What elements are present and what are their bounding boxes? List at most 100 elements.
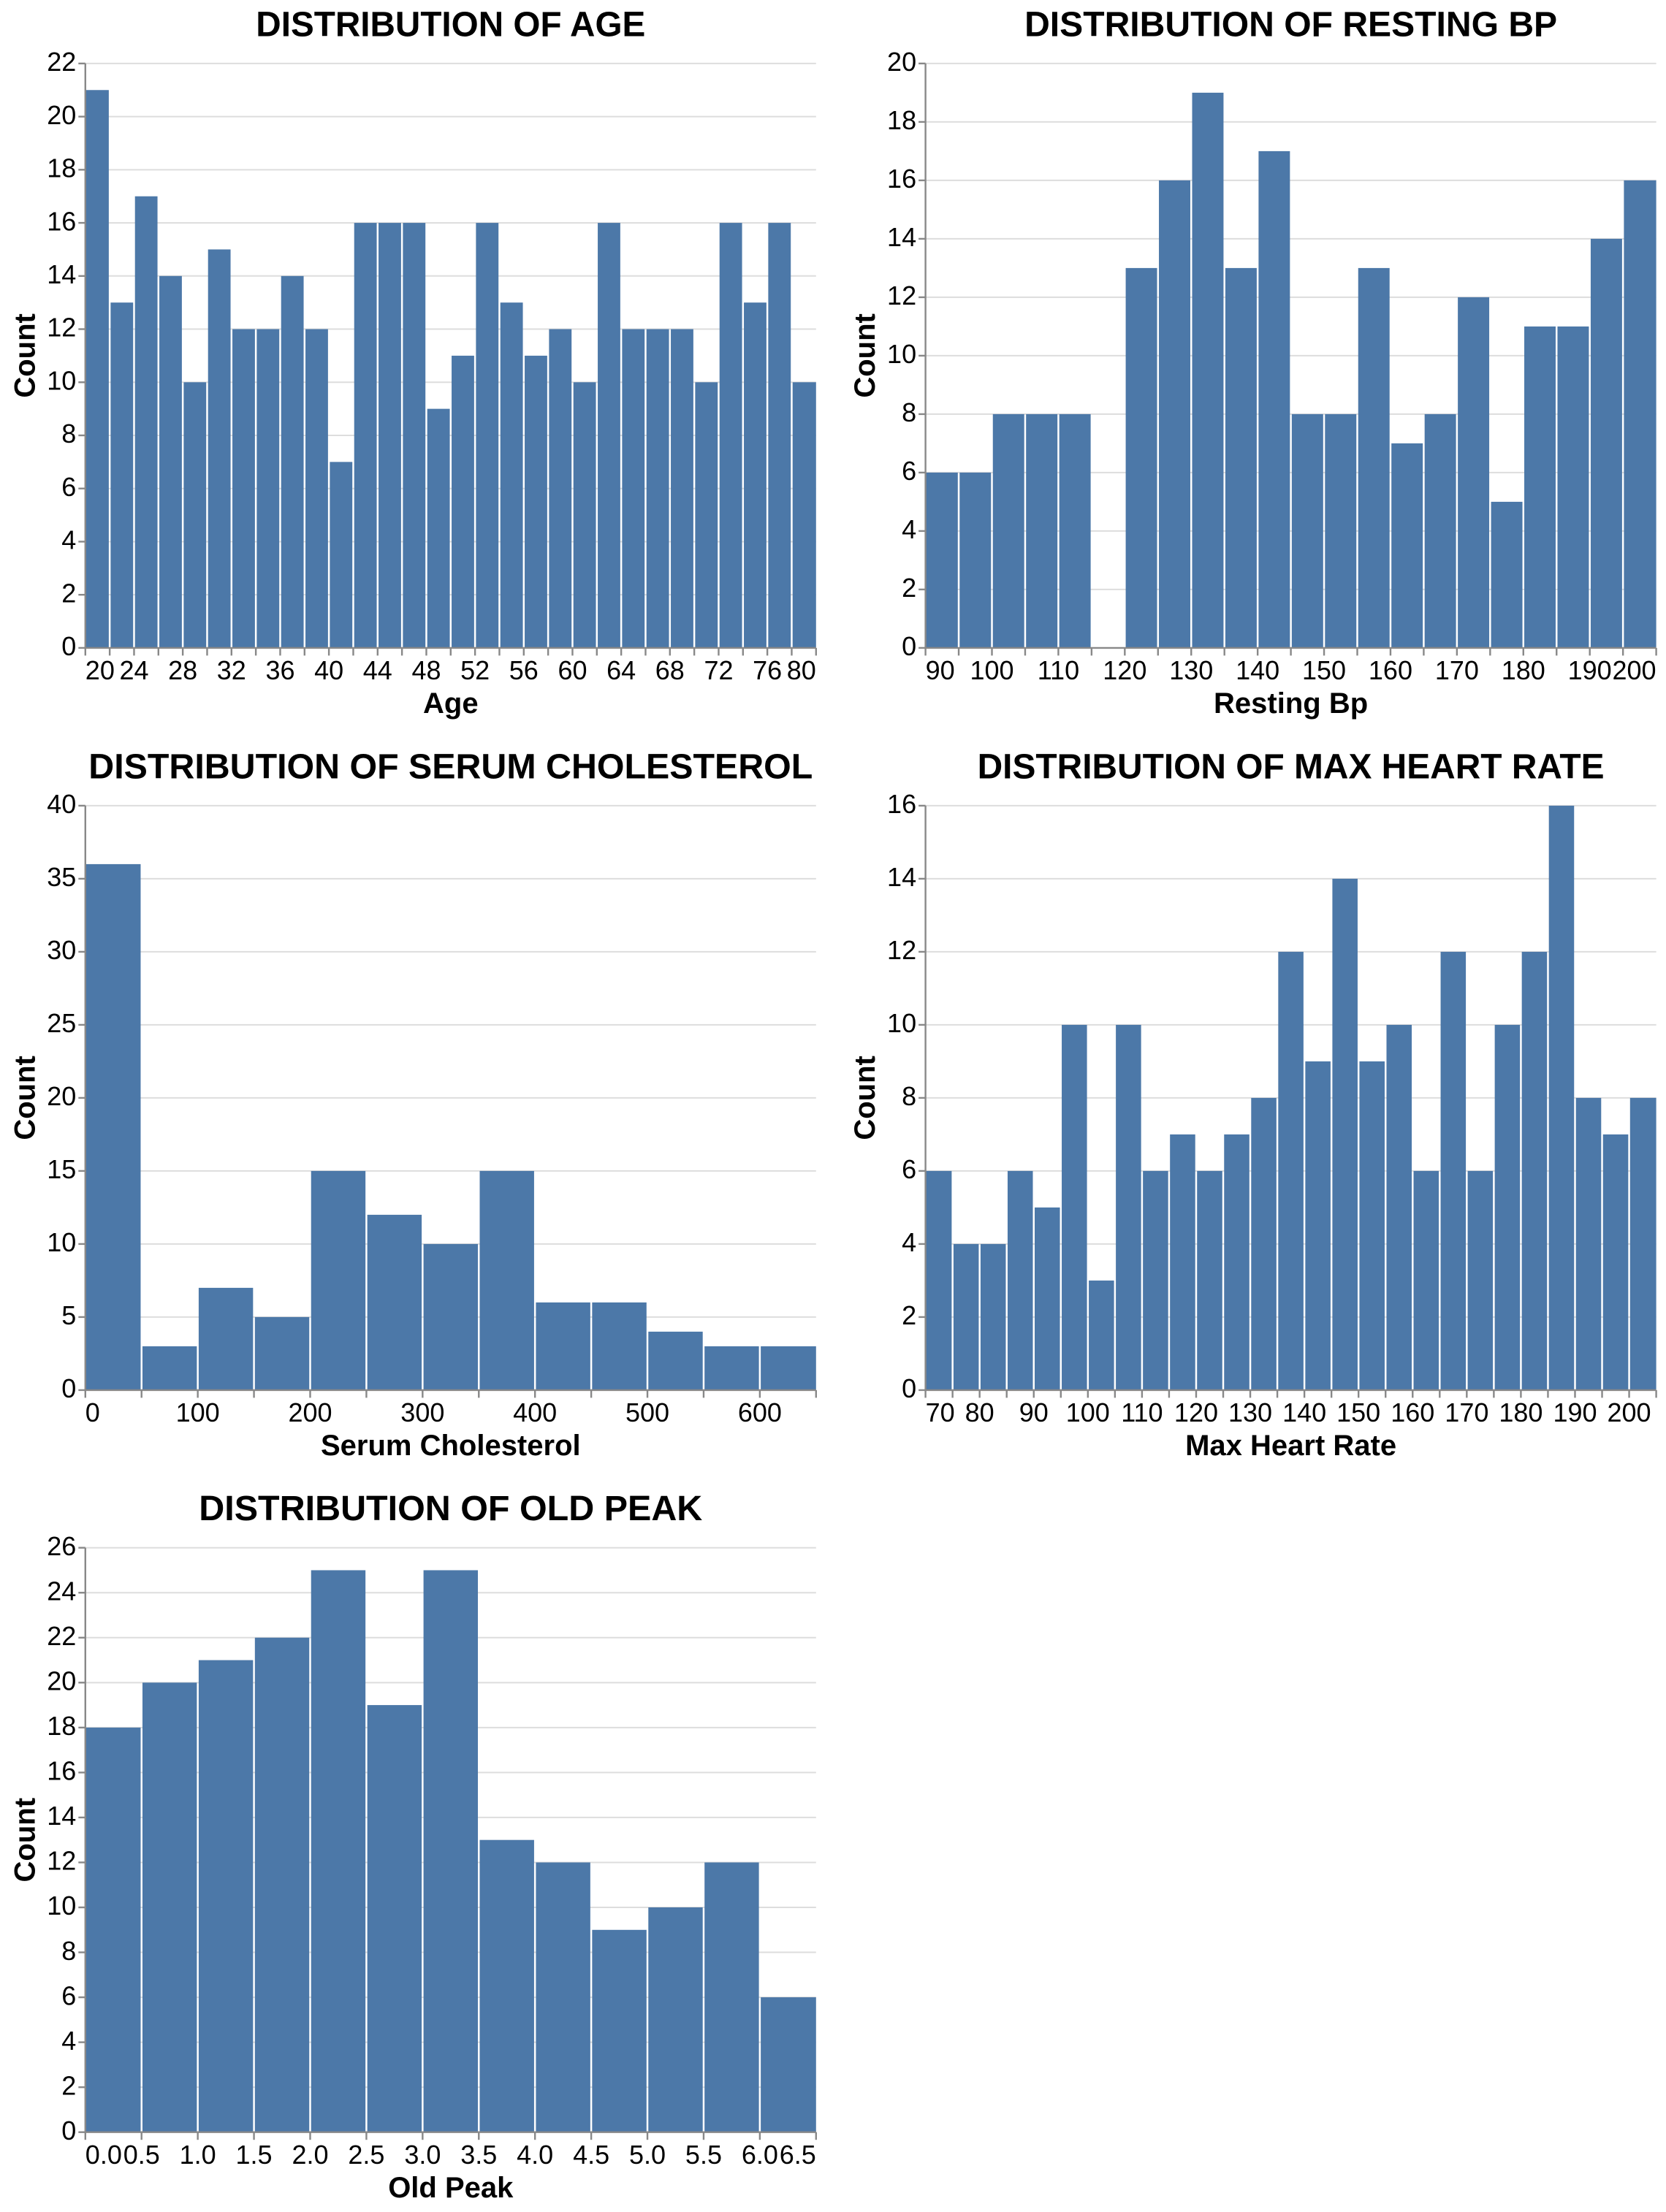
svg-text:3.5: 3.5 xyxy=(460,2140,497,2170)
svg-text:DISTRIBUTION OF RESTING BP: DISTRIBUTION OF RESTING BP xyxy=(1024,5,1557,44)
svg-text:20: 20 xyxy=(47,1666,76,1696)
svg-text:16: 16 xyxy=(47,1756,76,1786)
svg-text:5: 5 xyxy=(61,1300,76,1330)
svg-text:72: 72 xyxy=(704,655,733,685)
svg-text:10: 10 xyxy=(47,1891,76,1921)
svg-text:DISTRIBUTION OF AGE: DISTRIBUTION OF AGE xyxy=(256,5,645,44)
svg-text:8: 8 xyxy=(61,1936,76,1966)
svg-text:60: 60 xyxy=(558,655,587,685)
svg-text:130: 130 xyxy=(1169,655,1213,685)
svg-text:200: 200 xyxy=(288,1397,332,1427)
svg-text:0: 0 xyxy=(61,631,76,661)
svg-text:150: 150 xyxy=(1302,655,1346,685)
svg-text:4: 4 xyxy=(61,525,76,555)
svg-text:8: 8 xyxy=(902,1081,916,1111)
svg-text:500: 500 xyxy=(625,1397,669,1427)
svg-text:28: 28 xyxy=(168,655,197,685)
svg-text:8: 8 xyxy=(902,397,916,427)
svg-text:0.5: 0.5 xyxy=(123,2140,160,2170)
svg-text:20: 20 xyxy=(47,1081,76,1111)
svg-text:30: 30 xyxy=(47,935,76,965)
svg-text:2: 2 xyxy=(61,578,76,608)
svg-text:190: 190 xyxy=(1568,655,1612,685)
svg-text:Old Peak: Old Peak xyxy=(388,2172,514,2204)
svg-text:48: 48 xyxy=(411,655,441,685)
svg-text:400: 400 xyxy=(513,1397,557,1427)
svg-text:76: 76 xyxy=(753,655,782,685)
svg-text:80: 80 xyxy=(787,655,816,685)
svg-text:0: 0 xyxy=(902,1373,916,1403)
svg-text:6: 6 xyxy=(61,472,76,502)
svg-text:0: 0 xyxy=(902,631,916,661)
svg-text:68: 68 xyxy=(655,655,685,685)
svg-text:14: 14 xyxy=(47,1801,76,1831)
svg-text:80: 80 xyxy=(965,1397,994,1427)
svg-text:8: 8 xyxy=(61,419,76,449)
svg-text:5.0: 5.0 xyxy=(629,2140,666,2170)
svg-text:6: 6 xyxy=(902,1154,916,1184)
svg-text:600: 600 xyxy=(738,1397,782,1427)
svg-text:18: 18 xyxy=(47,1711,76,1741)
svg-text:4: 4 xyxy=(61,2026,76,2056)
svg-text:64: 64 xyxy=(606,655,636,685)
svg-text:0: 0 xyxy=(61,1373,76,1403)
svg-text:6: 6 xyxy=(902,456,916,486)
svg-text:DISTRIBUTION OF MAX HEART RATE: DISTRIBUTION OF MAX HEART RATE xyxy=(978,747,1605,786)
svg-text:32: 32 xyxy=(217,655,246,685)
svg-text:0: 0 xyxy=(61,2116,76,2146)
svg-text:26: 26 xyxy=(47,1531,76,1561)
svg-text:5.5: 5.5 xyxy=(685,2140,722,2170)
svg-text:Serum Cholesterol: Serum Cholesterol xyxy=(321,1430,581,1462)
svg-text:180: 180 xyxy=(1502,655,1545,685)
svg-text:0.0: 0.0 xyxy=(85,2140,122,2170)
svg-text:25: 25 xyxy=(47,1008,76,1038)
svg-text:2.5: 2.5 xyxy=(348,2140,384,2170)
svg-text:DISTRIBUTION OF SERUM CHOLESTE: DISTRIBUTION OF SERUM CHOLESTEROL xyxy=(88,747,813,786)
svg-text:Count: Count xyxy=(9,313,41,398)
svg-text:180: 180 xyxy=(1499,1397,1543,1427)
svg-text:16: 16 xyxy=(47,206,76,236)
svg-text:170: 170 xyxy=(1435,655,1479,685)
svg-text:14: 14 xyxy=(887,222,916,252)
svg-text:16: 16 xyxy=(887,789,916,819)
svg-text:160: 160 xyxy=(1369,655,1412,685)
svg-text:4.5: 4.5 xyxy=(573,2140,609,2170)
svg-text:150: 150 xyxy=(1336,1397,1380,1427)
svg-text:Resting Bp: Resting Bp xyxy=(1214,687,1368,720)
svg-text:130: 130 xyxy=(1228,1397,1272,1427)
svg-text:12: 12 xyxy=(47,1846,76,1876)
svg-text:2: 2 xyxy=(902,1300,916,1330)
svg-text:2: 2 xyxy=(61,2070,76,2100)
svg-text:20: 20 xyxy=(47,100,76,130)
svg-text:110: 110 xyxy=(1121,1397,1163,1427)
svg-text:22: 22 xyxy=(47,1621,76,1651)
svg-text:1.0: 1.0 xyxy=(180,2140,216,2170)
svg-text:20: 20 xyxy=(887,47,916,77)
svg-text:Count: Count xyxy=(849,1056,881,1140)
svg-text:100: 100 xyxy=(970,655,1013,685)
svg-text:200: 200 xyxy=(1613,655,1657,685)
svg-text:2.0: 2.0 xyxy=(292,2140,328,2170)
svg-text:40: 40 xyxy=(314,655,343,685)
svg-text:Max Heart Rate: Max Heart Rate xyxy=(1185,1430,1396,1462)
svg-text:160: 160 xyxy=(1391,1397,1434,1427)
svg-text:36: 36 xyxy=(265,655,294,685)
svg-text:14: 14 xyxy=(887,862,916,892)
svg-text:52: 52 xyxy=(460,655,490,685)
svg-text:12: 12 xyxy=(887,935,916,965)
svg-text:Age: Age xyxy=(423,687,479,720)
svg-text:15: 15 xyxy=(47,1154,76,1184)
svg-text:140: 140 xyxy=(1282,1397,1326,1427)
svg-text:300: 300 xyxy=(400,1397,444,1427)
svg-text:18: 18 xyxy=(47,153,76,183)
svg-text:170: 170 xyxy=(1445,1397,1488,1427)
svg-text:120: 120 xyxy=(1174,1397,1218,1427)
svg-text:200: 200 xyxy=(1608,1397,1651,1427)
svg-text:4: 4 xyxy=(902,1227,916,1257)
svg-text:100: 100 xyxy=(1066,1397,1110,1427)
svg-text:18: 18 xyxy=(887,105,916,135)
svg-text:90: 90 xyxy=(1019,1397,1049,1427)
svg-text:140: 140 xyxy=(1236,655,1279,685)
svg-text:190: 190 xyxy=(1553,1397,1597,1427)
svg-text:12: 12 xyxy=(887,281,916,310)
